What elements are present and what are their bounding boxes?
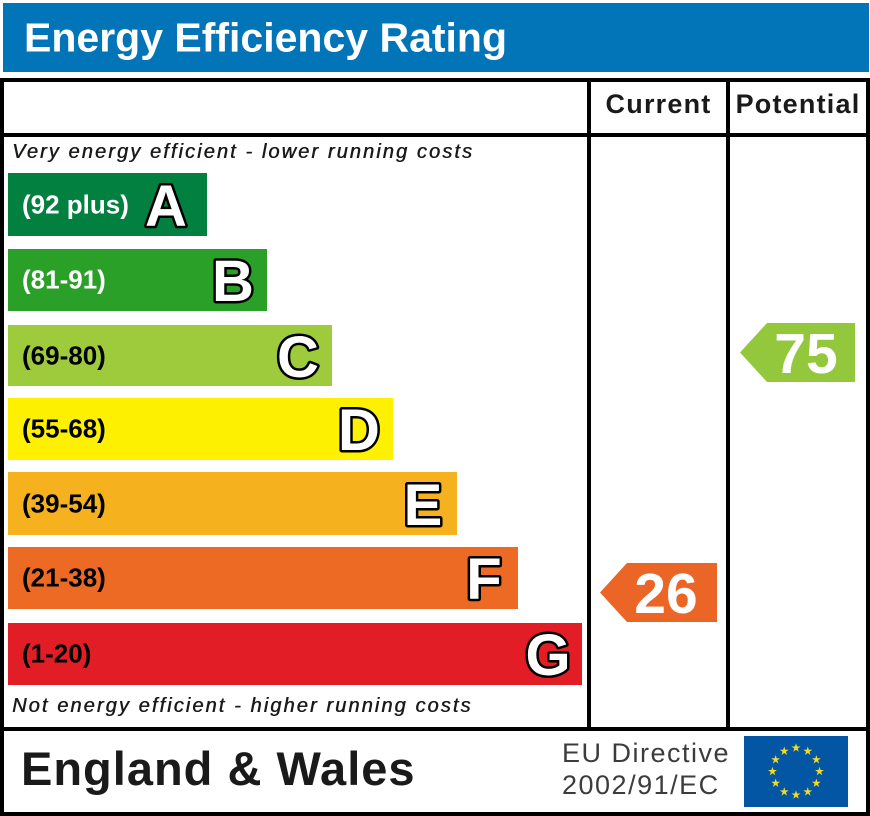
svg-text:26: 26 xyxy=(634,563,697,622)
svg-text:F: F xyxy=(466,547,501,609)
svg-text:A: A xyxy=(145,174,187,236)
svg-text:75: 75 xyxy=(774,323,837,382)
svg-text:B: B xyxy=(212,249,254,311)
svg-text:G: G xyxy=(525,623,570,685)
svg-text:D: D xyxy=(338,398,380,460)
svg-text:E: E xyxy=(404,473,443,535)
svg-text:C: C xyxy=(277,325,319,387)
